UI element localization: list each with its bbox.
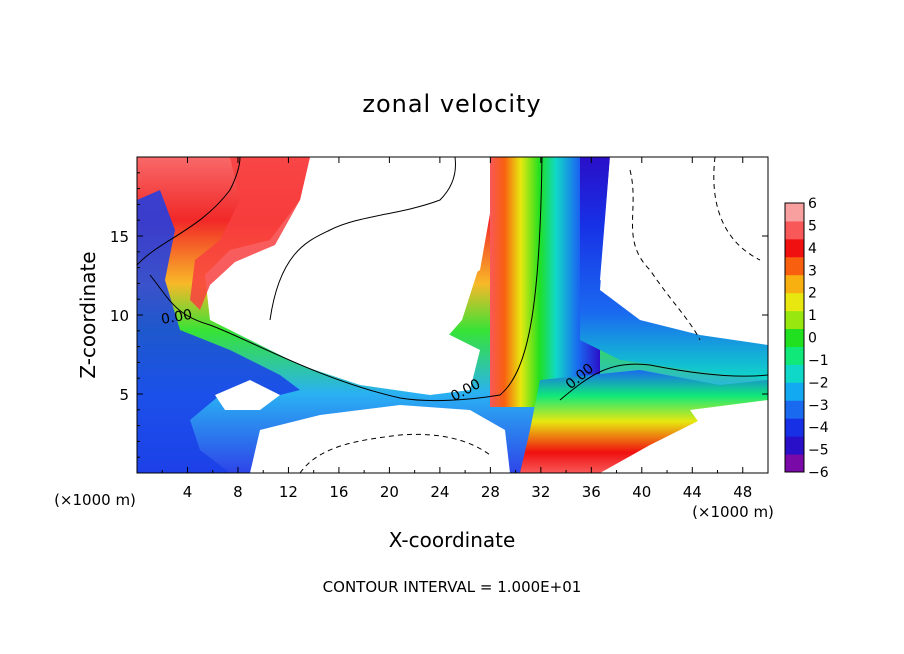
colorbar-tick-label: −4 [808,420,829,436]
contour-label: 0.00 [160,307,193,328]
colorbar-segment [785,454,804,473]
white-island-upper-right [600,157,768,340]
colorbar-tick-label: 3 [808,263,817,279]
white-island-left [215,380,280,410]
colorbar-segment [785,346,804,365]
colorbar-tick-label: 1 [808,308,817,324]
x-tick-label: 16 [329,483,348,501]
colorbar-tick-label: −3 [808,398,829,414]
solid-contour-upper [269,157,457,321]
x-tick-label: 24 [430,483,449,501]
lower-right-warm [520,370,768,473]
colorbar-segment [785,238,804,258]
x-tick-label: 32 [531,483,550,501]
dashed-contour-lower [299,433,491,473]
upper-right-blue [580,157,768,380]
x-tick-label: 4 [183,483,193,501]
upper-left-warm [190,157,310,310]
colorbar-segment [785,310,804,330]
left-blue-structure [137,190,300,473]
colorbar-tick-label: 5 [808,218,817,234]
colorbar-tick-label: −1 [808,353,829,369]
white-island-lower-center [250,405,510,473]
colorbar-tick-label: −5 [808,443,829,459]
x-unit-label-right: (×1000 m) [692,503,774,521]
x-tick-label: 48 [733,483,752,501]
x-axis: 4 8 12 16 20 24 28 32 36 40 44 48 [161,157,752,501]
contour-lines [137,157,768,473]
colorbar-segment [785,274,804,294]
x-tick-label: 20 [380,483,399,501]
colorbar-tick-label: 2 [808,286,817,302]
colorbar-tick-label: −6 [808,465,829,481]
x-unit-label-left: (×1000 m) [54,491,136,509]
y-axis-label: Z-coordinate [76,251,100,378]
colorbar-tick-label: 0 [808,331,817,347]
chart-title: zonal velocity [362,90,541,118]
colorbar: 6 5 4 3 2 1 0 −1 −2 −3 −4 −5 −6 [784,196,829,481]
colorbar-segment [785,418,804,437]
colorbar-tick-label: 6 [808,196,817,212]
y-tick-label: 10 [110,307,129,325]
colorbar-segment [785,328,804,347]
colorbar-segment [785,220,804,240]
white-island-upper-center [270,157,490,360]
white-island-lower-right [690,400,768,460]
colorbar-segment [785,364,804,383]
colorbar-segment [785,292,804,312]
colorbar-segment [785,382,804,401]
contour-interval-footer: CONTOUR INTERVAL = 1.000E+01 [323,578,582,596]
colorbar-segment [785,400,804,419]
colorbar-segment [785,203,804,222]
colorbar-segment [785,256,804,276]
y-tick-label: 5 [119,386,129,404]
colorbar-frame [784,202,805,473]
x-tick-label: 44 [683,483,702,501]
colorbar-tick-label: 4 [808,241,817,257]
x-tick-label: 40 [632,483,651,501]
colorbar-segment [785,436,804,455]
x-tick-label: 36 [582,483,601,501]
velocity-field [137,157,768,473]
y-axis: 5 10 15 [110,172,768,458]
colorbar-tick-label: −2 [808,375,829,391]
x-tick-label: 28 [481,483,500,501]
x-tick-label: 12 [279,483,298,501]
y-tick-label: 15 [110,228,129,246]
x-axis-label: X-coordinate [389,528,516,552]
zero-contour-left [137,157,543,402]
x-tick-label: 8 [233,483,243,501]
zero-contour-right [559,363,768,401]
